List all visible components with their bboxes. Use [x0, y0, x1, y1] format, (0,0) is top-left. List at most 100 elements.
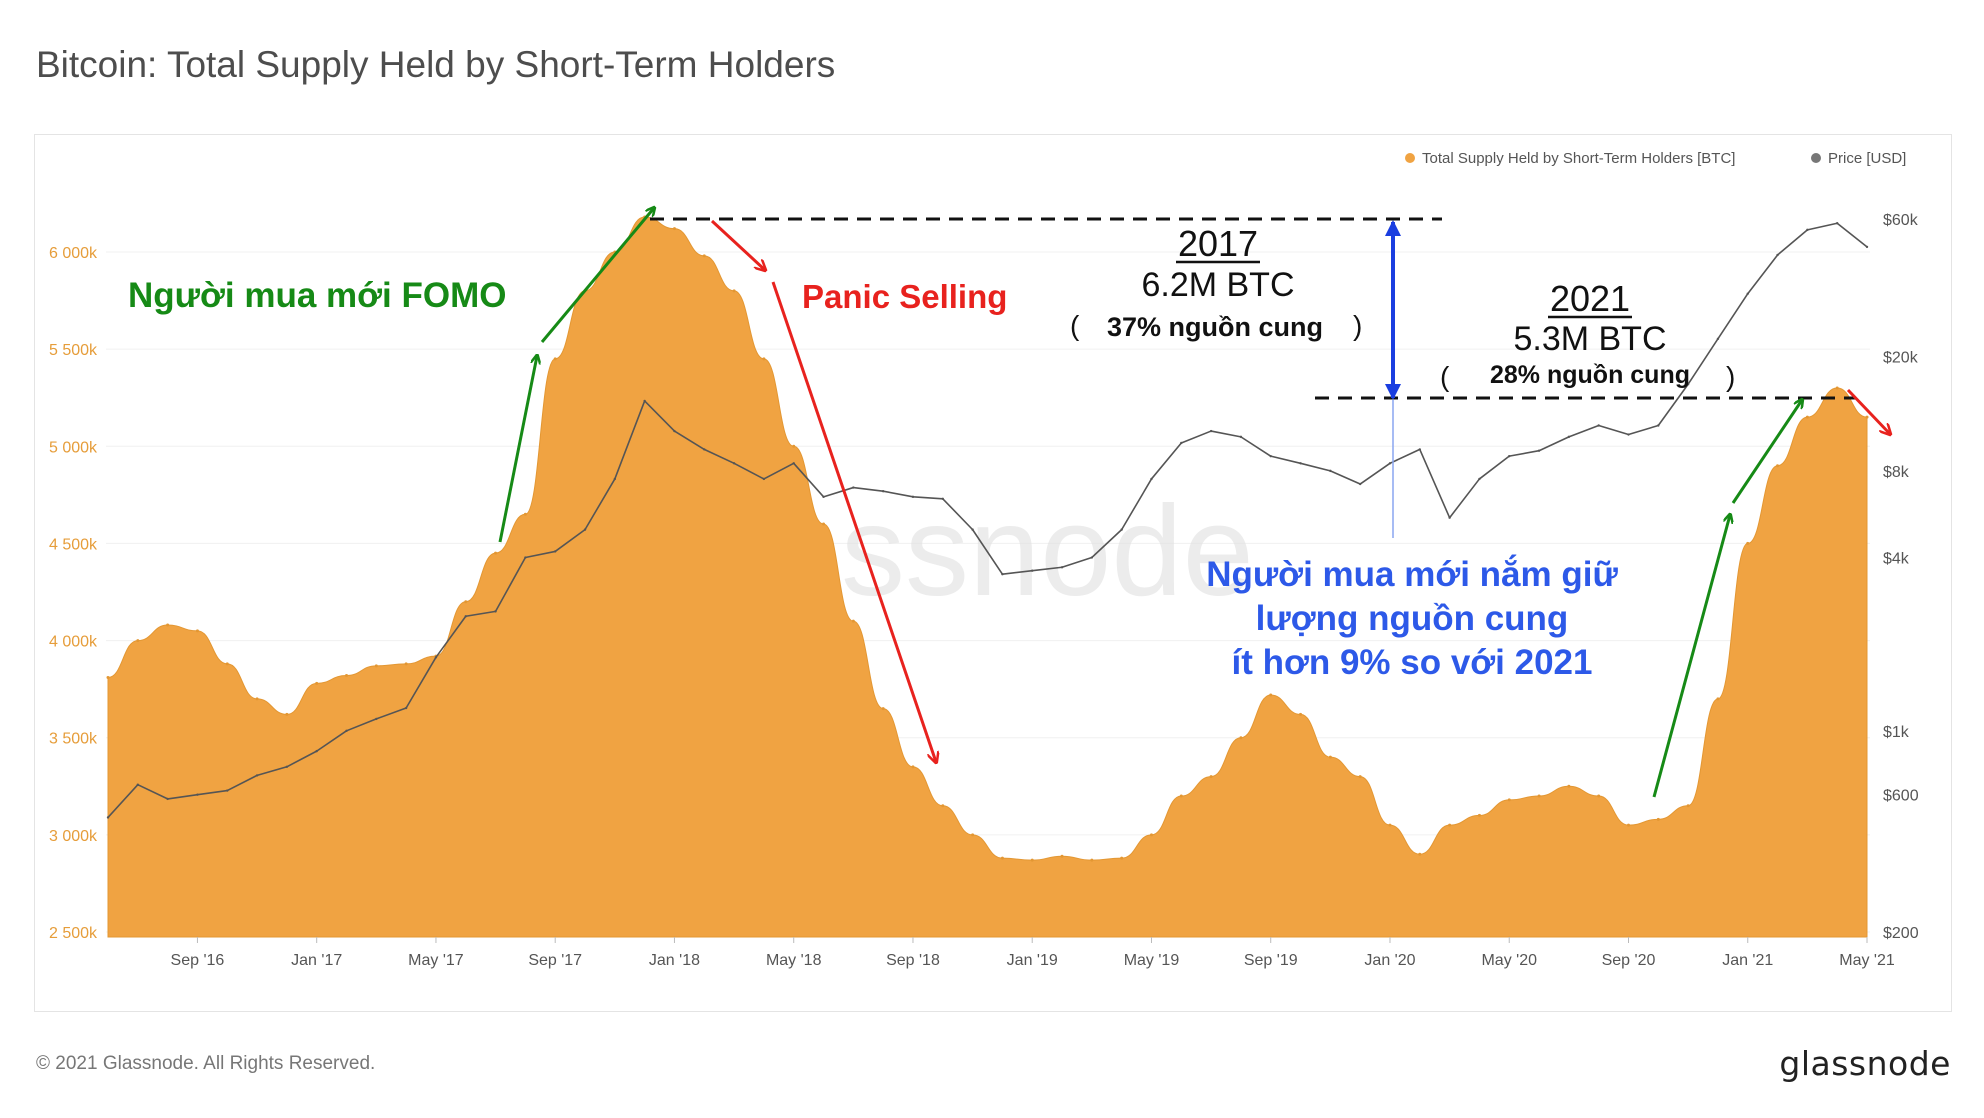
- left-axis-tick-label: 5 500k: [49, 342, 98, 359]
- supply-point: [494, 551, 498, 555]
- panic-arrow-2: [771, 281, 936, 762]
- left-axis-tick-label: 3 000k: [49, 828, 98, 845]
- price-point: [1746, 292, 1749, 295]
- supply-point: [911, 765, 915, 769]
- x-axis-ticks: Sep '16 Jan '17 May '17 Sep '17 Jan '18 May '…: [171, 937, 1895, 969]
- right-axis-tick-label: $8k: [1883, 464, 1910, 481]
- right-axis-tick-label: $600: [1883, 788, 1919, 805]
- price-line: [107, 222, 1868, 818]
- legend-price-marker: [1811, 153, 1821, 163]
- right-axis-tick-label: $200: [1883, 925, 1919, 942]
- price-point: [255, 774, 259, 777]
- left-axis-tick-label: 5 000k: [49, 439, 98, 456]
- rise-2021-arrow-1: [1652, 515, 1730, 798]
- price-point: [732, 462, 736, 465]
- supply-point: [792, 444, 796, 448]
- price-point: [911, 495, 915, 499]
- supply-point: [1537, 794, 1541, 798]
- supply-point: [881, 707, 885, 711]
- price-point: [1657, 424, 1660, 427]
- supply-area: [107, 216, 1868, 938]
- supply-point: [1656, 817, 1660, 821]
- price-point: [1835, 222, 1839, 225]
- annotation-2021-open-paren: (: [1440, 361, 1450, 392]
- supply-point: [166, 623, 170, 627]
- chart-title: Bitcoin: Total Supply Held by Short-Term…: [36, 44, 836, 85]
- supply-point: [1626, 823, 1630, 827]
- left-axis-tick-label: 4 500k: [49, 536, 98, 553]
- supply-point: [1686, 804, 1690, 808]
- supply-point: [822, 522, 826, 526]
- x-axis-tick-label: May '18: [766, 952, 822, 969]
- legend-supply-marker: [1405, 153, 1415, 163]
- price-point: [166, 797, 169, 801]
- price-point: [136, 783, 140, 786]
- price-point: [1537, 449, 1541, 452]
- price-point: [1239, 435, 1243, 439]
- left-axis-ticks: 6 000k 5 500k 5 000k 4 500k 4 000k 3 500k 3 00…: [49, 245, 98, 942]
- chart-frame: [34, 134, 1952, 1012]
- price-point: [1031, 569, 1034, 572]
- right-axis-tick-label: $20k: [1883, 349, 1919, 366]
- fomo-arrow-2: [540, 208, 654, 343]
- price-point: [1627, 433, 1630, 436]
- x-axis-tick-label: Sep '18: [886, 952, 940, 969]
- right-axis-tick-label: $60k: [1883, 212, 1919, 229]
- price-point: [1478, 477, 1481, 481]
- x-axis-tick-label: May '20: [1481, 952, 1537, 969]
- price-point: [196, 793, 199, 796]
- price-point: [106, 816, 110, 819]
- price-point: [226, 789, 229, 792]
- price-series: [106, 222, 1869, 819]
- price-point: [285, 765, 289, 768]
- price-point: [1060, 566, 1064, 569]
- supply-point: [1000, 856, 1004, 860]
- x-axis-tick-label: Sep '16: [171, 952, 225, 969]
- x-axis-tick-label: Sep '17: [528, 952, 582, 969]
- price-point: [1686, 383, 1690, 386]
- price-point: [643, 399, 646, 403]
- price-point: [1418, 448, 1421, 451]
- supply-point: [1060, 854, 1064, 858]
- price-point: [881, 489, 885, 493]
- supply-point: [1149, 833, 1153, 837]
- annotation-2017-amount: 6.2M BTC: [1141, 266, 1294, 304]
- annotation-2017-year: 2017: [1178, 223, 1258, 264]
- price-point: [583, 528, 587, 531]
- price-point: [1508, 454, 1511, 458]
- supply-point: [1567, 784, 1571, 788]
- supply-point: [851, 619, 855, 623]
- supply-point: [1746, 541, 1750, 545]
- supply-point: [1179, 794, 1183, 798]
- annotation-2021-close-paren: ): [1726, 361, 1735, 392]
- supply-point: [1030, 858, 1034, 862]
- price-point: [1597, 424, 1600, 427]
- supply-point: [225, 662, 229, 666]
- supply-point: [374, 664, 378, 668]
- supply-point: [315, 681, 319, 685]
- supply-point: [1299, 712, 1303, 716]
- price-point: [971, 528, 974, 531]
- supply-point: [1090, 858, 1094, 862]
- price-point: [524, 556, 527, 559]
- footer-copyright: © 2021 Glassnode. All Rights Reserved.: [36, 1053, 376, 1074]
- price-point: [1448, 516, 1451, 519]
- rise-2021-arrow-2: [1731, 400, 1802, 504]
- supply-point: [1239, 736, 1243, 740]
- price-point: [1001, 573, 1004, 576]
- price-point: [1329, 469, 1332, 473]
- price-point: [1806, 228, 1809, 232]
- new-buyers-line-3: ít hơn 9% so với 2021: [1231, 643, 1592, 682]
- price-point: [375, 717, 378, 721]
- supply-series: [106, 215, 1869, 938]
- supply-point: [702, 254, 706, 258]
- supply-point: [1805, 415, 1809, 419]
- price-point: [792, 462, 795, 465]
- supply-point: [1209, 775, 1213, 779]
- right-axis-ticks: $60k $20k $8k $4k $1k $600 $200: [1883, 212, 1919, 942]
- price-point: [613, 477, 617, 481]
- x-axis-tick-label: Jan '19: [1007, 952, 1058, 969]
- supply-point: [553, 357, 557, 361]
- right-axis-tick-label: $4k: [1883, 551, 1910, 568]
- supply-point: [464, 600, 468, 604]
